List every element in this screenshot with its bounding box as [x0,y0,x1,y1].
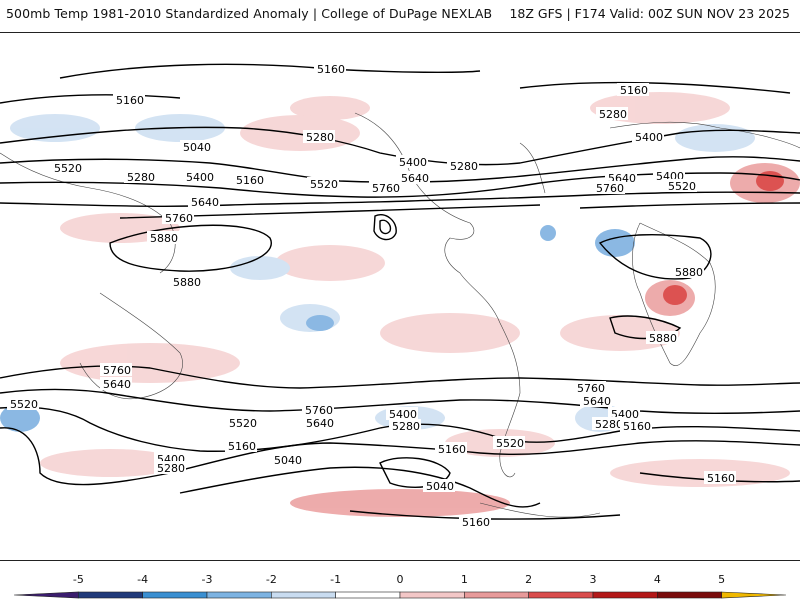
contour-label: 5520 [10,398,38,411]
colorbar-tick-label: 3 [589,573,597,586]
colorbar-segment [78,591,143,599]
contour-label: 5760 [372,182,400,195]
header: 500mb Temp 1981-2010 Standardized Anomal… [0,0,800,32]
colorbar-segment [335,591,401,599]
contour-labels: 5160 5160 5160 5280 5280 5400 5280 5040 … [7,62,736,529]
colorbar-segment [657,591,722,599]
contour-label: 5640 [103,378,131,391]
contour-label: 5880 [649,332,677,345]
colorbar-tick-label: 1 [460,573,468,586]
colorbar [0,570,800,600]
colorbar-segments [13,591,787,599]
contour-label: 5400 [399,156,427,169]
colorbar-segment [399,591,465,599]
weather-map: 5160 5160 5160 5280 5280 5400 5280 5040 … [0,32,800,561]
colorbar-segment [142,591,208,599]
colorbar-tick-label: -5 [72,573,84,586]
contour-label: 5880 [150,232,178,245]
colorbar-tick-label: -3 [201,573,213,586]
contour-label: 5280 [306,131,334,144]
colorbar-segment [206,591,272,599]
contour-label: 5040 [426,480,454,493]
contour-label: 5520 [496,437,524,450]
map-svg: 5160 5160 5160 5280 5280 5400 5280 5040 … [0,62,800,529]
colorbar-tick-label: 5 [718,573,726,586]
contour-label: 5280 [127,171,155,184]
model-run-info: 18Z GFS | F174 Valid: 00Z SUN NOV 23 202… [509,6,790,21]
contour-label: 5520 [668,180,696,193]
colorbar-segment [271,591,336,599]
contour-label: 5760 [596,182,624,195]
colorbar-tick-label: 2 [525,573,533,586]
colorbar-segment [721,591,787,599]
contour-label: 5160 [116,94,144,107]
contour-label: 5760 [103,364,131,377]
contour-label: 5280 [450,160,478,173]
contour-label: 5160 [236,174,264,187]
contour-label: 5400 [186,171,214,184]
colorbar-tick-label: 0 [396,573,404,586]
contour-label: 5640 [306,417,334,430]
colorbar-tick-label: -4 [137,573,149,586]
contour-label: 5160 [317,63,345,76]
contour-label: 5880 [173,276,201,289]
contour-label: 5760 [305,404,333,417]
colorbar-segment [528,591,594,599]
contour-label: 5880 [675,266,703,279]
contour-label: 5520 [310,178,338,191]
colorbar-tick-label: 4 [653,573,661,586]
contour-label: 5040 [274,454,302,467]
colorbar-segment [13,591,79,599]
contour-label: 5280 [599,108,627,121]
contour-label: 5400 [389,408,417,421]
contour-label: 5280 [157,462,185,475]
contour-label: 5160 [438,443,466,456]
contour-label: 5160 [623,420,651,433]
contour-label: 5280 [392,420,420,433]
colorbar-segment [592,591,658,599]
contour-label: 5520 [54,162,82,175]
contour-label: 5640 [583,395,611,408]
contour-label: 5040 [183,141,211,154]
contour-label: 5160 [228,440,256,453]
contour-label: 5640 [401,172,429,185]
contour-label: 5160 [707,472,735,485]
colorbar-segment [464,591,529,599]
contour-label: 5640 [191,196,219,209]
contour-label: 5760 [165,212,193,225]
colorbar-tick-label: -1 [330,573,342,586]
contour-label: 5160 [462,516,490,529]
contour-label: 5760 [577,382,605,395]
contour-label: 5400 [635,131,663,144]
map-title: 500mb Temp 1981-2010 Standardized Anomal… [6,6,493,21]
contour-label: 5160 [620,84,648,97]
colorbar-tick-label: -2 [265,573,277,586]
contour-label: 5520 [229,417,257,430]
colorbar-svg [13,591,787,599]
contour-label: 5280 [595,418,623,431]
